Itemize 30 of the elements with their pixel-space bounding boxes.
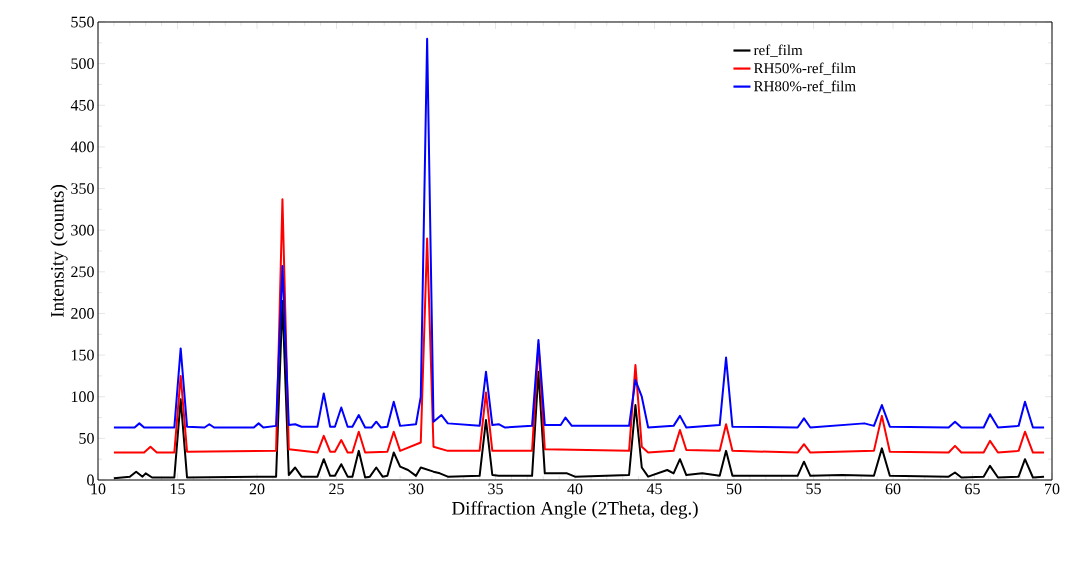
x-tick-label: 20 xyxy=(249,483,265,495)
line-series xyxy=(112,37,1046,429)
y-tick-label: 400 xyxy=(70,141,94,153)
y-tick-label: 100 xyxy=(71,391,94,403)
x-tick-label: 65 xyxy=(965,483,980,495)
x-tick-label: 50 xyxy=(726,483,742,495)
x-tick-label: 35 xyxy=(488,483,503,495)
x-tick-label: 25 xyxy=(329,483,344,495)
x-axis-title: Diffraction Angle (2Theta, deg.) xyxy=(452,501,698,519)
y-tick-label: 450 xyxy=(70,99,94,111)
x-tick-label: 60 xyxy=(885,483,901,495)
y-tick-label: 350 xyxy=(71,183,94,194)
y-tick-label: 500 xyxy=(71,58,94,70)
x-tick-label: 40 xyxy=(567,483,583,495)
legend-label: RH80%-ref_film xyxy=(754,80,856,94)
x-tick-label: 30 xyxy=(408,483,424,495)
x-tick-label: 55 xyxy=(806,483,821,495)
y-tick-label: 200 xyxy=(71,308,94,319)
y-axis-title: Intensity (counts) xyxy=(50,185,68,318)
y-tick-label: 150 xyxy=(71,349,94,361)
legend-label: RH50%-ref_film xyxy=(754,62,856,76)
line-series xyxy=(112,198,1046,454)
x-tick-label: 45 xyxy=(646,483,662,495)
y-tick-label: 50 xyxy=(79,432,94,444)
legend-label: ref_film xyxy=(753,44,803,57)
y-tick-label: 300 xyxy=(71,224,94,236)
y-tick-label: 550 xyxy=(71,16,94,28)
x-tick-label: 70 xyxy=(1045,483,1060,495)
x-tick-label: 15 xyxy=(170,483,185,495)
y-tick-label: 250 xyxy=(71,266,94,278)
